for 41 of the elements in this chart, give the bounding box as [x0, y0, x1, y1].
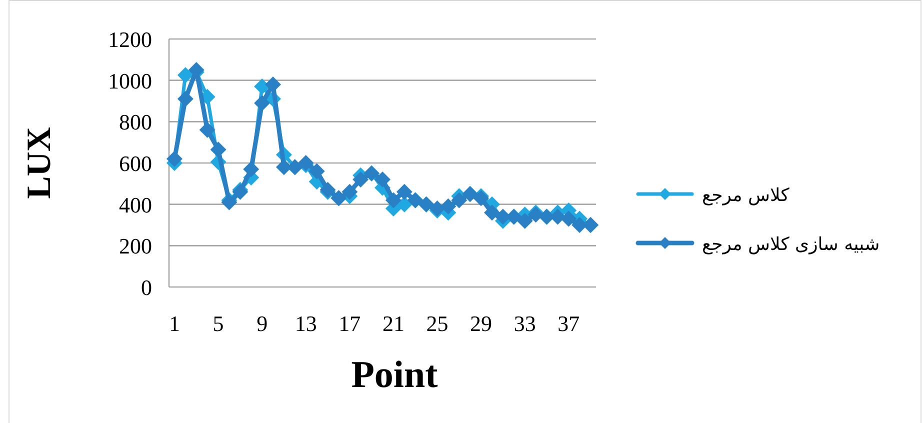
- point: [440, 198, 456, 214]
- point: [342, 184, 358, 200]
- point: [396, 184, 412, 200]
- y-tick-label: 200: [119, 234, 152, 259]
- point: [177, 67, 194, 84]
- x-tick-label: 21: [382, 311, 404, 336]
- x-tick-label: 13: [294, 311, 317, 336]
- point: [199, 122, 216, 138]
- point: [385, 192, 402, 208]
- point: [254, 78, 270, 95]
- point: [166, 150, 182, 167]
- point: [243, 161, 260, 178]
- legend-label: شبیه سازی كلاس مرجع: [702, 234, 880, 255]
- y-tick-label: 800: [119, 110, 152, 135]
- point: [254, 95, 270, 112]
- y-tick-label: 1200: [108, 27, 152, 52]
- x-tick-label: 37: [558, 311, 580, 336]
- y-axis-title: LUX: [21, 126, 58, 199]
- x-tick-label: 1: [168, 311, 180, 336]
- x-tick-label: 17: [338, 311, 361, 336]
- y-tick-label: 1000: [108, 68, 152, 94]
- x-tick-label: 9: [256, 311, 268, 336]
- y-tick-label: 0: [141, 275, 152, 300]
- point: [265, 76, 282, 92]
- y-tick-label: 600: [119, 151, 152, 176]
- legend-label: كلاس مرجع: [702, 185, 790, 206]
- y-tick-label: 400: [119, 192, 152, 218]
- point: [308, 163, 325, 180]
- x-axis-title: Point: [351, 354, 438, 396]
- point: [560, 210, 577, 227]
- x-tick-label: 25: [426, 311, 448, 336]
- x-tick-label: 29: [470, 311, 492, 336]
- x-tick-label: 33: [514, 311, 536, 336]
- point: [484, 204, 500, 221]
- point: [210, 142, 226, 158]
- point: [516, 212, 533, 229]
- x-tick-label: 5: [212, 311, 224, 336]
- point: [374, 172, 390, 188]
- point: [451, 192, 468, 208]
- point: [352, 172, 369, 188]
- point: [177, 90, 194, 107]
